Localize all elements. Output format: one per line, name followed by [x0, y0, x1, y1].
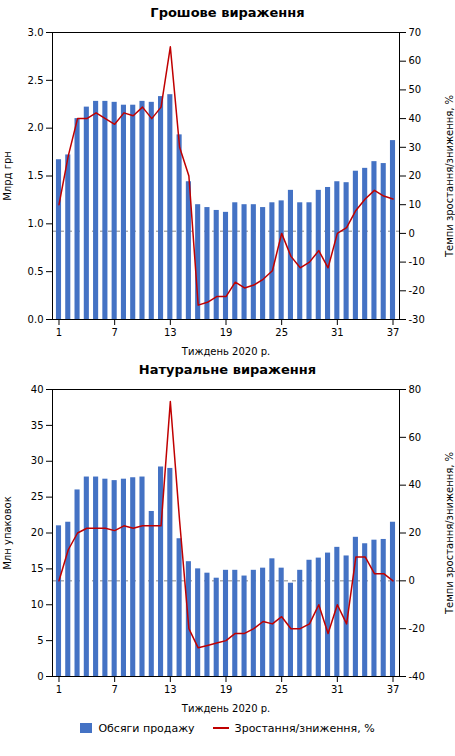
svg-text:40: 40 — [409, 113, 422, 124]
svg-text:Млн упаковок: Млн упаковок — [2, 496, 13, 570]
svg-text:0: 0 — [409, 575, 415, 586]
svg-text:15: 15 — [31, 563, 44, 574]
svg-text:10: 10 — [409, 199, 422, 210]
svg-text:30: 30 — [31, 455, 44, 466]
svg-text:50: 50 — [409, 84, 422, 95]
svg-text:19: 19 — [220, 684, 233, 695]
svg-text:25: 25 — [275, 327, 288, 338]
svg-text:70: 70 — [409, 27, 422, 38]
svg-text:30: 30 — [409, 142, 422, 153]
svg-text:0: 0 — [409, 228, 415, 239]
svg-text:-20: -20 — [409, 285, 425, 296]
svg-text:1.5: 1.5 — [28, 170, 44, 181]
svg-text:37: 37 — [387, 327, 400, 338]
svg-text:31: 31 — [331, 327, 344, 338]
svg-text:35: 35 — [31, 420, 44, 431]
svg-text:13: 13 — [164, 684, 177, 695]
svg-text:Тиждень 2020 р.: Тиждень 2020 р. — [181, 703, 270, 714]
svg-text:20: 20 — [31, 527, 44, 538]
svg-text:2.5: 2.5 — [28, 75, 44, 86]
svg-text:3.0: 3.0 — [28, 27, 44, 38]
svg-text:10: 10 — [31, 599, 44, 610]
svg-text:7: 7 — [111, 327, 117, 338]
svg-text:0.5: 0.5 — [28, 266, 44, 277]
svg-text:1: 1 — [56, 327, 62, 338]
svg-text:20: 20 — [409, 170, 422, 181]
svg-text:-40: -40 — [409, 671, 425, 682]
svg-text:0: 0 — [37, 671, 43, 682]
svg-text:80: 80 — [409, 384, 422, 395]
html-text:Натуральне вираження: Натуральне вираження — [138, 362, 317, 377]
svg-text:-20: -20 — [409, 623, 425, 634]
svg-text:7: 7 — [111, 684, 117, 695]
svg-text:60: 60 — [409, 55, 422, 66]
svg-text:1: 1 — [56, 684, 62, 695]
svg-text:13: 13 — [164, 327, 177, 338]
svg-text:-30: -30 — [409, 314, 425, 325]
html-text:Обсяги продажу: Обсяги продажу — [98, 721, 195, 735]
svg-text:25: 25 — [31, 491, 44, 502]
svg-text:Млрд грн: Млрд грн — [2, 151, 13, 201]
svg-text:Тиждень 2020 р.: Тиждень 2020 р. — [181, 346, 270, 357]
svg-text:Темпи зростання/зниження, %: Темпи зростання/зниження, % — [444, 95, 455, 258]
svg-text:25: 25 — [275, 684, 288, 695]
svg-text:2.0: 2.0 — [28, 122, 44, 133]
svg-text:0.0: 0.0 — [28, 314, 44, 325]
svg-text:37: 37 — [387, 684, 400, 695]
svg-text:40: 40 — [409, 479, 422, 490]
html-text:Зростання/зниження, %: Зростання/зниження, % — [234, 721, 375, 735]
svg-text:19: 19 — [220, 327, 233, 338]
svg-text:5: 5 — [37, 635, 43, 646]
html-text:Грошове вираження: Грошове вираження — [150, 5, 305, 20]
svg-text:-10: -10 — [409, 256, 425, 267]
svg-text:60: 60 — [409, 432, 422, 443]
svg-text:Темпи зростання/зниження, %: Темпи зростання/зниження, % — [444, 452, 455, 615]
svg-text:31: 31 — [331, 684, 344, 695]
svg-text:1.0: 1.0 — [28, 218, 44, 229]
svg-text:20: 20 — [409, 527, 422, 538]
svg-text:40: 40 — [31, 384, 44, 395]
